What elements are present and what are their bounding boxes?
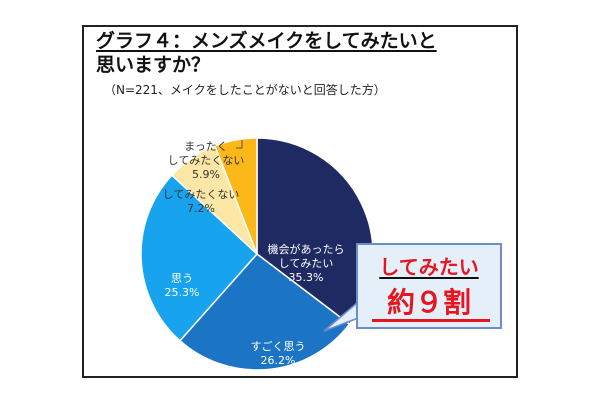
leader-line (236, 140, 243, 149)
slice-value: 35.3% (289, 271, 324, 284)
slice-label: してみたくない 7.2% (163, 188, 240, 215)
callout-line1: してみたい (379, 255, 479, 279)
pie-slice (140, 174, 259, 342)
slice-value: 7.2% (187, 202, 215, 215)
chart-title-line2: 思いますか？ (96, 54, 211, 76)
chart-title-line1: グラフ４：メンズメイクをしてみたいと (96, 30, 437, 52)
slice-label: 機会があったらしてみたい 35.3% (268, 242, 345, 284)
chart-subtitle: （N=221、メイクをしたことがないと回答した方） (104, 83, 386, 97)
slice-label: まったくしてみたくない 5.9% (168, 140, 245, 181)
slice-value: 5.9% (192, 168, 220, 181)
slice-name: 思う (171, 272, 193, 285)
callout-underline (372, 319, 490, 322)
slice-name: してみたい (279, 257, 334, 270)
pie-slice (213, 137, 258, 255)
callout-box: してみたい 約９割 (356, 243, 502, 329)
slice-name: すごく思う (251, 339, 306, 353)
slice-label: すごく思う 26.2% (251, 339, 306, 367)
callout-line2: 約９割 (386, 286, 471, 319)
slice-value: 25.3% (165, 286, 200, 299)
slice-name: まったく (184, 140, 228, 153)
pie-labels: 機会があったらしてみたい 35.3% すごく思う 26.2% 思う 25.3% してみたくな… (163, 140, 345, 367)
chart-title: グラフ４：メンズメイクをしてみたいと 思いますか？ (96, 29, 511, 77)
pie-chart: 機会があったらしてみたい 35.3% すごく思う 26.2% 思う 25.3% してみたくな… (140, 137, 375, 371)
chart-frame: グラフ４：メンズメイクをしてみたいと 思いますか？ （N=221、メイクをしたこ… (82, 25, 518, 378)
slice-name: してみたくない (163, 188, 240, 201)
slice-name: 機会があったら (268, 242, 345, 256)
pie-slices (140, 137, 374, 371)
slice-name: してみたくない (168, 154, 245, 167)
slice-label: 思う 25.3% (165, 272, 200, 299)
slice-value: 26.2% (261, 354, 296, 367)
pie-slice (178, 252, 351, 371)
